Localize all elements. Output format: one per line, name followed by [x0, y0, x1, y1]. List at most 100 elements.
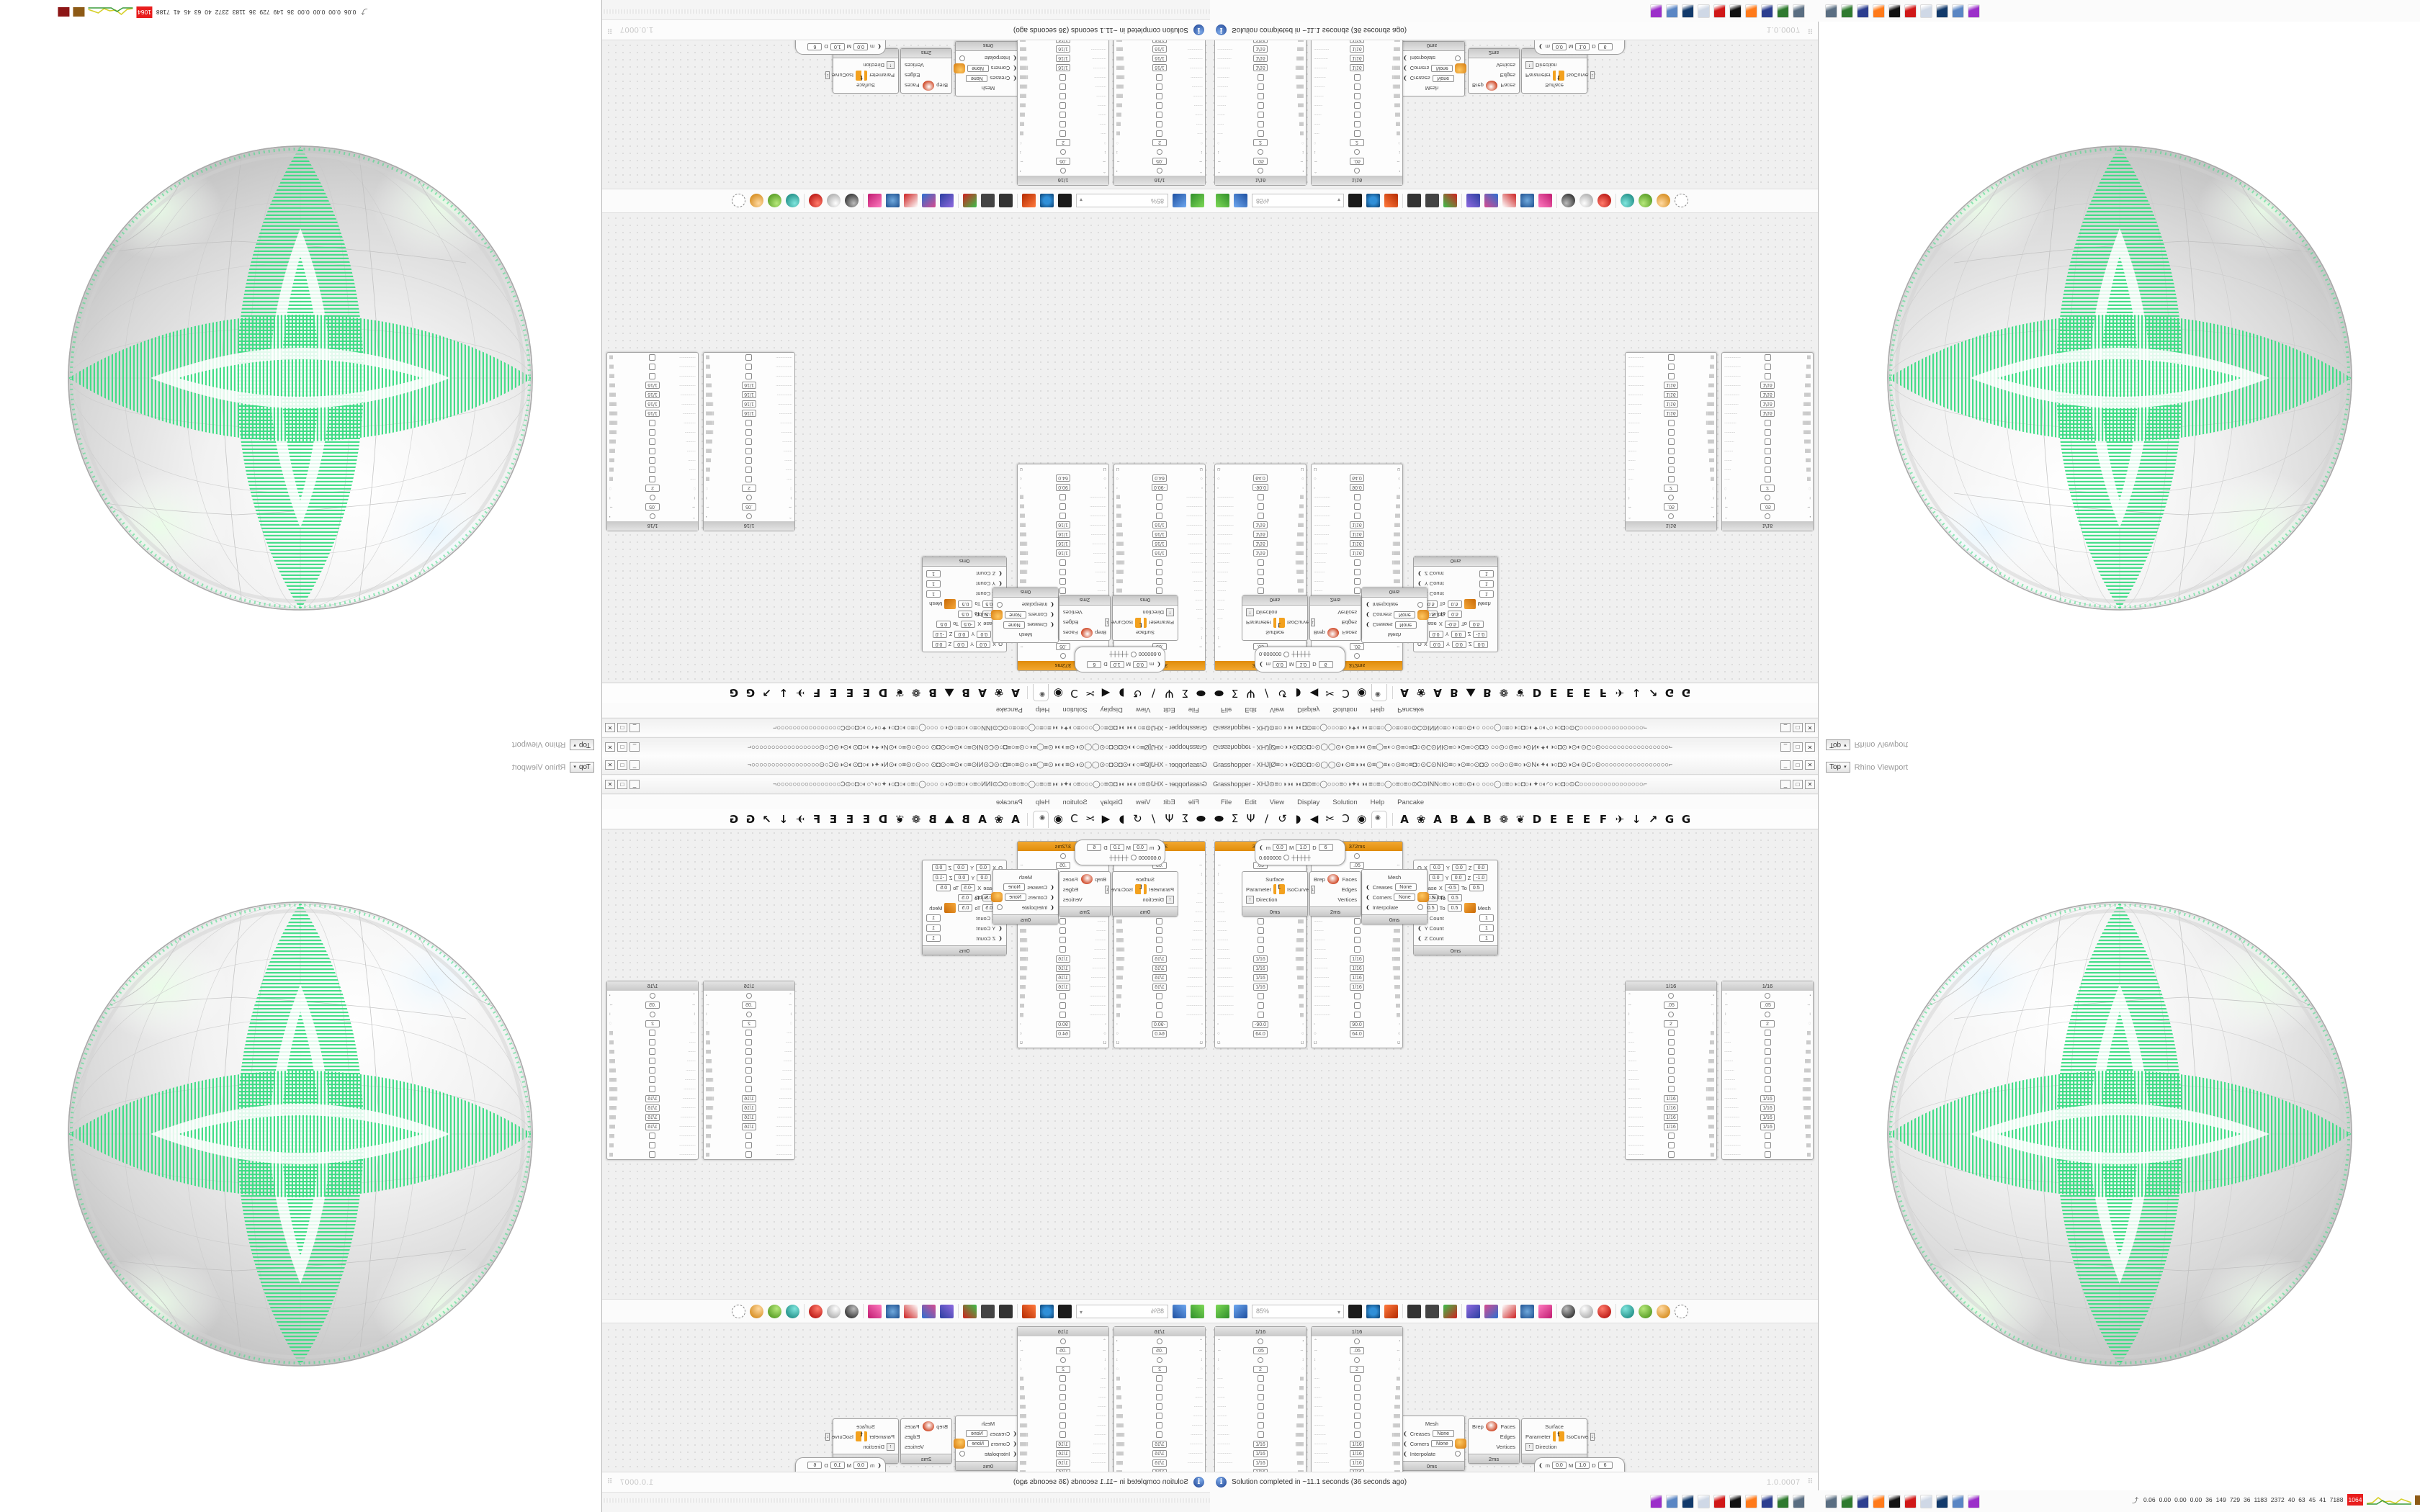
menu-item-file[interactable]: File [1188, 706, 1199, 714]
domain-y-to[interactable]: 0.5 [958, 611, 973, 618]
param-checkbox[interactable] [745, 364, 753, 370]
draw-green-icon[interactable] [768, 194, 781, 208]
app-green2-icon[interactable] [1841, 4, 1853, 18]
slider-max-field[interactable]: 1.0 [1296, 661, 1311, 668]
fraction-field[interactable]: 1/16 [645, 1113, 660, 1121]
transform-icon[interactable]: Ɔ [1342, 812, 1350, 825]
param-checkbox[interactable] [649, 457, 656, 464]
param-checkbox[interactable] [745, 354, 753, 361]
remote-panel-icon[interactable] [1466, 194, 1480, 208]
param-row[interactable]: ·············· 1/16 ||||||||| [1215, 530, 1306, 539]
param-row[interactable]: ········· ||||||||| [1018, 1411, 1108, 1421]
param-row[interactable]: ············· 1/16 |||||||||| [704, 1103, 794, 1112]
param-checkbox[interactable] [1667, 429, 1675, 436]
param-checkbox[interactable] [1764, 1076, 1771, 1083]
sets-icon[interactable]: Ψ [1165, 687, 1174, 700]
component-bird-icon[interactable]: ❦ [895, 812, 905, 826]
component-g2-icon[interactable]: G [729, 812, 739, 826]
component-sheep-icon[interactable]: ❀ [1416, 686, 1426, 700]
param-row[interactable]: ············· 1/16 |||||||||| [1626, 1103, 1716, 1112]
slider-max-field[interactable]: 1.0 [1575, 1462, 1590, 1469]
shade-red-icon[interactable] [809, 1304, 823, 1318]
param-checkbox[interactable] [745, 467, 753, 473]
param-column-3[interactable]: 1/16 ⌃ ▪ ⇔ .05 ⇔ ↕ ↕ ◌ 2 ◌ ····· ||||| ······ |||… [606, 981, 699, 1160]
fraction-field[interactable]: 1/16 [645, 410, 660, 418]
param-row[interactable]: ···············1/16|||||||| [1722, 1122, 1813, 1131]
menu-item-solution[interactable]: Solution [1332, 706, 1358, 714]
window-controls-2[interactable]: _ □ ✕ [605, 723, 640, 732]
fraction-field[interactable]: 1/16 [1350, 55, 1364, 63]
param-stack[interactable]: ·····|||||······||||||·······|||||||····… [1312, 40, 1402, 138]
menu-item-pancake[interactable]: Pancake [995, 706, 1023, 714]
tolerance-field[interactable]: .05 [1253, 1346, 1268, 1354]
fraction-field[interactable]: 1/16 [1760, 1094, 1775, 1102]
component-f-icon[interactable]: F [812, 812, 821, 826]
transform-icon[interactable]: Ɔ [1070, 687, 1078, 700]
node-subd-from-mesh[interactable]: Mesh ❨ Creases None ❨ Corners None SubD ❨ Int… [975, 869, 1059, 924]
param-stack[interactable]: ·····|||||······||||||·······|||||||····… [704, 1028, 794, 1159]
slider-min-field[interactable]: 0.0 [1133, 844, 1148, 851]
tolerance-field[interactable]: .05 [1056, 1346, 1070, 1354]
domain-x-from[interactable]: -0.5 [961, 621, 976, 628]
param-checkbox[interactable] [1156, 559, 1163, 566]
menu-item-display[interactable]: Display [1297, 706, 1320, 714]
param-checkbox[interactable] [1156, 1394, 1163, 1400]
component-g1-icon[interactable]: G [745, 686, 756, 700]
tolerance-field[interactable]: .05 [1664, 503, 1678, 511]
param-checkbox[interactable] [1764, 1048, 1771, 1055]
param-row[interactable]: ··············· ||||||| [1626, 1131, 1716, 1140]
param-checkbox[interactable] [1257, 121, 1264, 127]
param-checkbox[interactable] [1059, 1002, 1067, 1009]
ribbon-active-tab[interactable] [1371, 684, 1387, 702]
param-checkbox[interactable] [1059, 494, 1067, 500]
param-row[interactable]: ··············· |||||| [1722, 1140, 1813, 1150]
fraction-field[interactable]: 1/16 [1152, 973, 1167, 981]
param-checkbox[interactable] [1764, 1058, 1771, 1064]
param-checkbox[interactable] [1156, 1413, 1163, 1419]
param-row[interactable]: ···············1/16|||||||| [1626, 381, 1716, 390]
param-row[interactable]: ··············· ||||||| [1722, 1131, 1813, 1140]
count-field[interactable]: 64.0 [1253, 474, 1268, 482]
param-checkbox[interactable] [1156, 578, 1163, 585]
param-row[interactable]: ···············1/16|||||||| [1018, 982, 1108, 991]
gha-icon[interactable] [922, 1304, 936, 1318]
param-row[interactable]: ··············· ||||| [1215, 492, 1306, 502]
param-row[interactable]: ··············· ||||| [1018, 492, 1108, 502]
domain-y-to[interactable]: 0.5 [958, 894, 973, 901]
param-row[interactable]: ············· 1/16 |||||||||| [1722, 400, 1813, 409]
widget-icon[interactable] [1407, 1304, 1421, 1318]
node-isocurve-lower[interactable]: Surface ParameterIsoCurve↓ ↑Direction 0m… [1521, 48, 1595, 94]
param-row[interactable]: ············· 1/16 |||||||||| [1312, 1449, 1402, 1458]
param-row[interactable]: ··············· ||||| [1626, 353, 1716, 362]
slider-precision-field[interactable]: 6 [807, 1462, 823, 1469]
param-checkbox[interactable] [1257, 937, 1264, 943]
component-e2-icon[interactable]: E [1566, 812, 1574, 826]
param-checkbox[interactable] [1156, 102, 1163, 109]
param-checkbox[interactable] [1059, 130, 1067, 137]
angle-field[interactable]: 90.0 [1350, 1020, 1364, 1028]
param-row[interactable]: ·····||||| [1215, 1374, 1306, 1383]
shade-black-icon[interactable] [845, 1304, 859, 1318]
param-row[interactable]: ·······||||||| [1312, 110, 1402, 120]
param-row[interactable]: ··············· ||||||| [1312, 991, 1402, 1001]
param-row[interactable]: ·······||||||| [1018, 1392, 1108, 1402]
param-checkbox[interactable] [1764, 1133, 1771, 1139]
param-row[interactable]: ·····||||| [1114, 129, 1205, 138]
menu-item-solution[interactable]: Solution [1062, 798, 1088, 806]
maximize-icon[interactable]: □ [617, 760, 627, 770]
slider-max-field[interactable]: 1.0 [1296, 844, 1311, 851]
param-row[interactable]: ············ 1/16 ||||||||||| [1114, 954, 1205, 963]
param-row[interactable]: ············· 1/16 |||||||||| [1312, 963, 1402, 973]
param-checkbox[interactable] [745, 1048, 753, 1055]
param-row[interactable]: ······|||||| [607, 1038, 698, 1047]
z-count-field[interactable]: 1 [1479, 570, 1494, 577]
menu-item-file[interactable]: File [1221, 798, 1232, 806]
help-icon[interactable] [1538, 194, 1552, 208]
param-checkbox[interactable] [1353, 1431, 1361, 1438]
grasshopper-component-ribbon[interactable]: ⬬ Σ Ψ ∕ ↺ ◗ ◀ ✂ Ɔ ◉ A ❀ A B ⛰ [602, 683, 1210, 703]
param-column-3[interactable]: 1/16 ⌃ ▪ ⇔ .05 ⇔ ↕ ↕ ◌ 2 ◌ ····· ||||| ······ |||… [1721, 981, 1814, 1160]
rhino-viewport-panel[interactable]: Top ▾ Rhino Viewport [1819, 756, 2420, 1512]
toggle-icon[interactable] [1258, 1338, 1263, 1344]
